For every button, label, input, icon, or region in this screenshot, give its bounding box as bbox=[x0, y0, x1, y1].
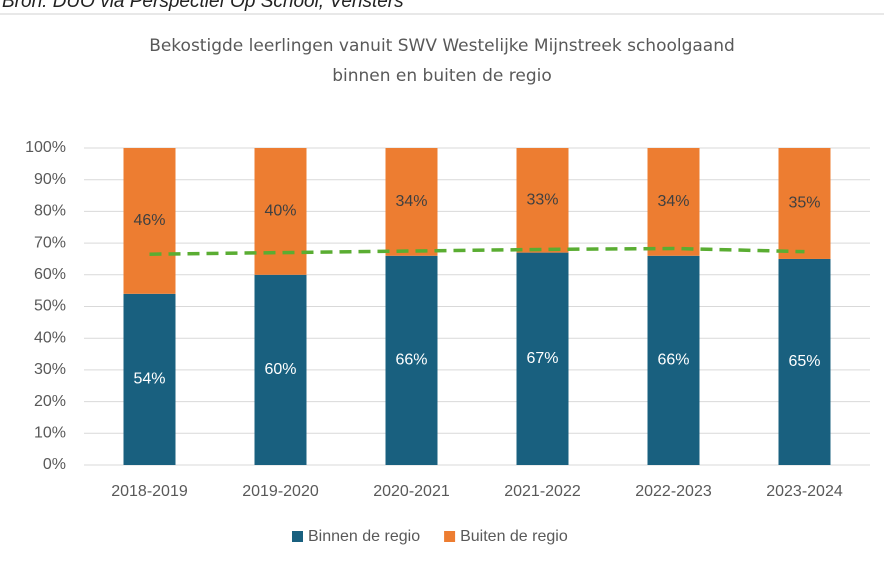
data-label: 46% bbox=[133, 212, 165, 229]
y-tick-label: 70% bbox=[34, 234, 66, 251]
bar-segment bbox=[123, 293, 176, 465]
y-tick-label: 40% bbox=[34, 329, 66, 346]
data-label: 60% bbox=[264, 361, 296, 378]
bar-segment bbox=[647, 148, 700, 256]
x-tick-label: 2021-2022 bbox=[504, 483, 581, 500]
legend-label: Binnen de regio bbox=[308, 528, 420, 545]
y-tick-label: 100% bbox=[25, 139, 66, 156]
bar-segment bbox=[254, 148, 307, 275]
x-tick-label: 2022-2023 bbox=[635, 483, 712, 500]
x-tick-label: 2023-2024 bbox=[766, 483, 843, 500]
chart-title: Bekostigde leerlingen vanuit SWV Westeli… bbox=[149, 36, 735, 56]
bar-segment bbox=[123, 148, 176, 294]
y-tick-label: 30% bbox=[34, 361, 66, 378]
data-label: 65% bbox=[788, 353, 820, 370]
chart-title: binnen en buiten de regio bbox=[332, 66, 552, 86]
y-tick-label: 50% bbox=[34, 298, 66, 315]
bar-segment bbox=[778, 258, 831, 465]
y-tick-label: 90% bbox=[34, 171, 66, 188]
trend-line bbox=[149, 246, 805, 256]
data-label: 35% bbox=[788, 195, 820, 212]
y-tick-label: 60% bbox=[34, 266, 66, 283]
data-label: 34% bbox=[657, 193, 689, 210]
data-label: 67% bbox=[526, 350, 558, 367]
x-tick-label: 2020-2021 bbox=[373, 483, 450, 500]
legend-swatch bbox=[444, 531, 456, 542]
bar-segment bbox=[647, 255, 700, 465]
data-label: 40% bbox=[264, 203, 296, 220]
y-tick-label: 80% bbox=[34, 203, 66, 220]
bar-segment bbox=[516, 252, 569, 465]
y-tick-label: 0% bbox=[43, 456, 66, 473]
legend-label: Buiten de regio bbox=[460, 528, 568, 545]
bar-segment bbox=[385, 148, 438, 256]
data-label: 66% bbox=[395, 352, 427, 369]
y-tick-label: 10% bbox=[34, 425, 66, 442]
x-tick-label: 2019-2020 bbox=[242, 483, 319, 500]
source-note: Bron: DUO via Perspectief Op School, Ven… bbox=[2, 0, 404, 12]
bar-segment bbox=[254, 274, 307, 465]
bar-segment bbox=[516, 148, 569, 253]
y-tick-label: 20% bbox=[34, 393, 66, 410]
data-label: 54% bbox=[133, 371, 165, 388]
legend-swatch bbox=[292, 531, 303, 542]
x-tick-label: 2018-2019 bbox=[111, 483, 188, 500]
bar-segment bbox=[778, 148, 831, 259]
data-label: 33% bbox=[526, 192, 558, 209]
bar-segment bbox=[385, 255, 438, 465]
data-label: 34% bbox=[395, 193, 427, 210]
data-label: 66% bbox=[657, 352, 689, 369]
